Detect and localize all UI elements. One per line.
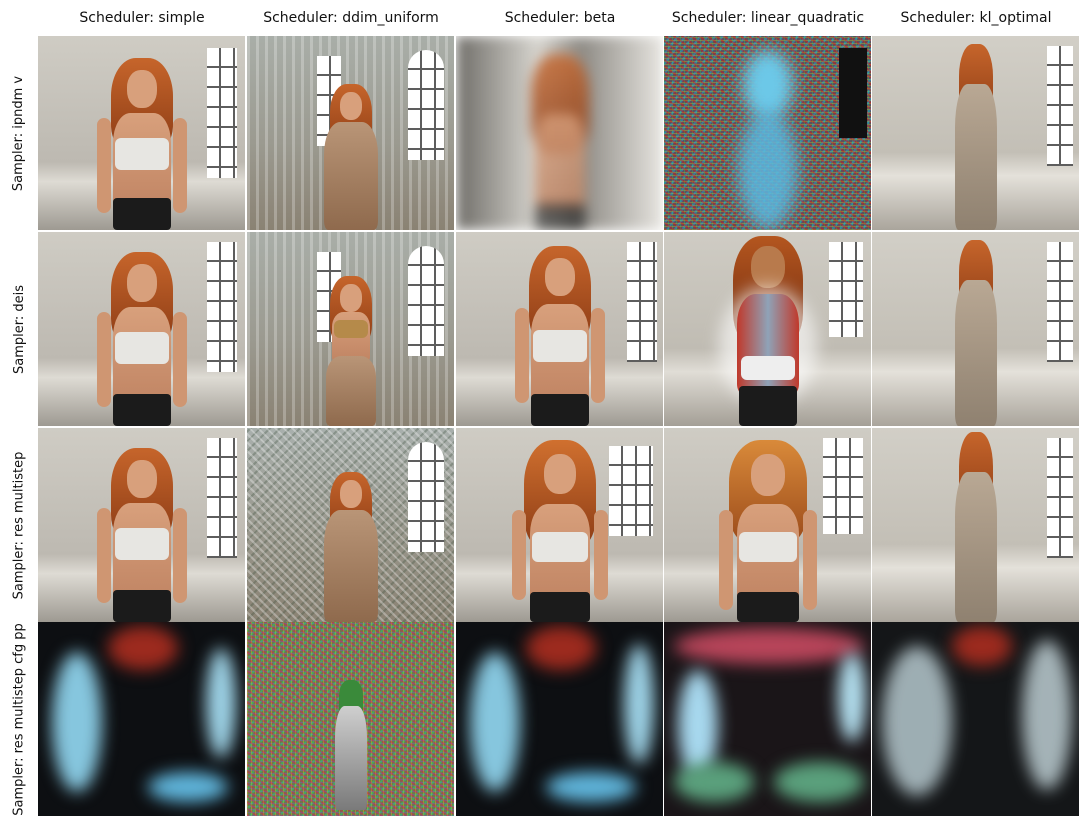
image-res-multistep-cfg-pp-beta bbox=[456, 622, 663, 816]
image-ipndm-linear-quadratic bbox=[664, 36, 871, 230]
image-res-multistep-cfg-pp-simple bbox=[38, 622, 245, 816]
image-res-multistep-linear-quadratic bbox=[664, 428, 871, 622]
image-res-multistep-ddim-uniform bbox=[247, 428, 454, 622]
image-res-multistep-kl-optimal bbox=[872, 428, 1079, 622]
image-res-multistep-cfg-pp-linear-quadratic bbox=[664, 622, 871, 816]
image-res-multistep-beta bbox=[456, 428, 663, 622]
image-deis-linear-quadratic bbox=[664, 232, 871, 426]
image-res-multistep-cfg-pp-ddim-uniform bbox=[247, 622, 454, 816]
image-res-multistep-simple bbox=[38, 428, 245, 622]
column-header-ddim-uniform: Scheduler: ddim_uniform bbox=[263, 10, 439, 26]
image-res-multistep-cfg-pp-kl-optimal bbox=[872, 622, 1079, 816]
row-header-res-multistep-cfg-pp: Sampler: res multistep cfg pp bbox=[11, 622, 27, 816]
image-deis-beta bbox=[456, 232, 663, 426]
row-header-deis: Sampler: deis bbox=[11, 284, 27, 374]
column-header-beta: Scheduler: beta bbox=[504, 10, 616, 26]
image-deis-kl-optimal bbox=[872, 232, 1079, 426]
column-header-kl-optimal: Scheduler: kl_optimal bbox=[900, 10, 1052, 26]
row-header-ipndm-v: Sampler: ipndm v bbox=[11, 75, 27, 191]
column-header-linear-quadratic: Scheduler: linear_quadratic bbox=[671, 10, 865, 26]
row-header-res-multistep: Sampler: res multistep bbox=[11, 451, 27, 599]
image-deis-ddim-uniform bbox=[247, 232, 454, 426]
image-ipndm-kl-optimal bbox=[872, 36, 1079, 230]
image-ipndm-beta bbox=[456, 36, 663, 230]
image-ipndm-ddim-uniform bbox=[247, 36, 454, 230]
image-deis-simple bbox=[38, 232, 245, 426]
column-header-simple: Scheduler: simple bbox=[79, 10, 205, 26]
image-ipndm-simple bbox=[38, 36, 245, 230]
